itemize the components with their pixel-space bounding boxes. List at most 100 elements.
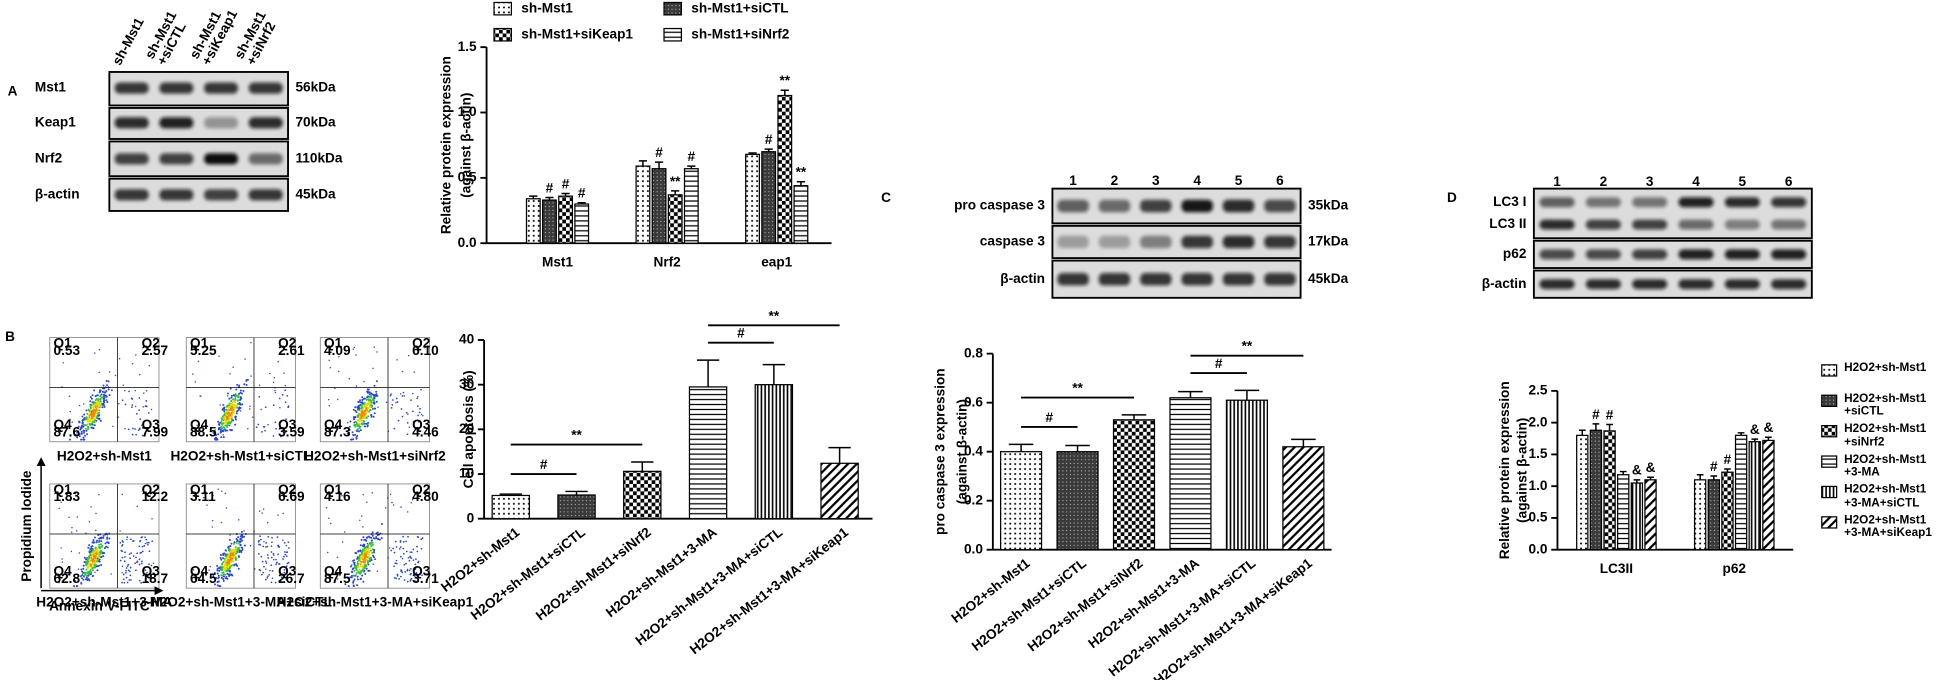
flow-event <box>90 421 93 424</box>
flow-event <box>357 425 360 428</box>
flow-event <box>62 362 64 364</box>
flow-event <box>264 406 267 409</box>
flow-event <box>93 410 96 413</box>
flow-event <box>95 541 98 544</box>
flow-event <box>68 438 71 441</box>
flow-event <box>94 562 97 565</box>
flow-event <box>222 417 225 420</box>
flow-event <box>232 563 235 566</box>
flow-event <box>265 568 267 570</box>
flow-event <box>409 579 412 582</box>
flow-event <box>267 535 270 538</box>
flow-event <box>399 393 402 395</box>
quadrant-value: 3.71 <box>412 571 439 586</box>
band <box>159 117 194 129</box>
flow-event <box>131 362 134 365</box>
flow-event <box>259 535 261 537</box>
flow-event <box>136 505 138 508</box>
flow-event <box>280 435 282 438</box>
flow-event <box>82 578 85 581</box>
bar <box>1589 429 1603 551</box>
flow-event <box>90 411 93 413</box>
flow-event <box>92 417 95 420</box>
quadrant-name: Q3 <box>412 417 431 432</box>
error-bar <box>638 160 648 167</box>
flow-event <box>356 562 359 565</box>
error-bar <box>1606 423 1613 431</box>
flow-event <box>78 404 81 407</box>
flow-event <box>283 542 286 544</box>
flow-event <box>375 393 378 396</box>
flow-event <box>231 401 234 404</box>
band <box>248 189 283 201</box>
flow-event <box>147 412 150 414</box>
flow-event <box>410 551 413 554</box>
quadrant-name: Q4 <box>324 564 343 579</box>
flow-event <box>406 433 409 436</box>
quadrant-name: Q3 <box>142 564 161 579</box>
error-bar <box>1633 479 1641 483</box>
flow-event <box>264 578 267 581</box>
flow-event <box>271 541 273 544</box>
quadrant-name: Q3 <box>412 564 431 579</box>
flow-event <box>91 558 94 561</box>
comparison-label: ** <box>1242 339 1253 354</box>
flow-event <box>350 576 353 579</box>
flow-event <box>224 424 227 427</box>
error-bar <box>1647 476 1654 480</box>
flow-event <box>98 391 101 394</box>
flow-event <box>85 418 88 421</box>
flow-event <box>359 563 362 566</box>
flow-event <box>402 391 405 394</box>
flow-event <box>61 561 64 563</box>
flow-event <box>223 406 226 409</box>
y-axis-label: (against β-actin) <box>458 93 473 198</box>
error-bar <box>1065 444 1090 452</box>
flow-event <box>273 554 275 556</box>
flow-event <box>416 397 419 400</box>
flow-event <box>361 422 364 425</box>
flow-event <box>147 543 149 546</box>
flow-event <box>150 564 153 567</box>
flow-event <box>405 540 407 543</box>
flow-event <box>227 546 230 549</box>
flow-event <box>88 420 91 423</box>
flow-event <box>373 556 375 559</box>
flow-event <box>239 541 242 544</box>
flow-event <box>242 389 245 392</box>
flow-event <box>69 499 72 502</box>
flow-event <box>359 571 362 574</box>
flow-event <box>373 412 376 415</box>
flow-event <box>84 434 87 437</box>
flow-event <box>80 427 83 430</box>
flow-event <box>94 571 96 574</box>
quadrant-name: Q1 <box>324 335 343 350</box>
band <box>1585 249 1621 260</box>
flow-x-label: Annexin V-FITC <box>49 598 150 613</box>
flow-event <box>283 581 285 583</box>
flow-event <box>103 547 106 550</box>
flow-event <box>394 562 397 565</box>
bar <box>754 384 794 520</box>
flow-event <box>357 565 360 568</box>
quadrant-name: Q2 <box>142 482 161 497</box>
flow-event <box>236 539 239 542</box>
flow-event <box>126 536 129 539</box>
flow-event <box>361 544 364 547</box>
flow-event <box>396 573 399 576</box>
flow-event <box>354 423 357 426</box>
flow-event <box>264 560 267 563</box>
quadrant-value: 18.7 <box>142 571 169 586</box>
error-bar <box>529 195 538 199</box>
flow-event <box>399 539 402 542</box>
flow-event <box>89 405 92 408</box>
flow-event <box>99 543 102 546</box>
legend-swatch <box>663 1 683 16</box>
flow-event <box>360 553 363 556</box>
flow-event <box>410 502 412 504</box>
flow-event <box>88 520 91 523</box>
flow-event <box>99 419 102 422</box>
flow-event <box>249 408 251 410</box>
flow-event <box>92 404 95 407</box>
flow-event <box>96 557 99 560</box>
